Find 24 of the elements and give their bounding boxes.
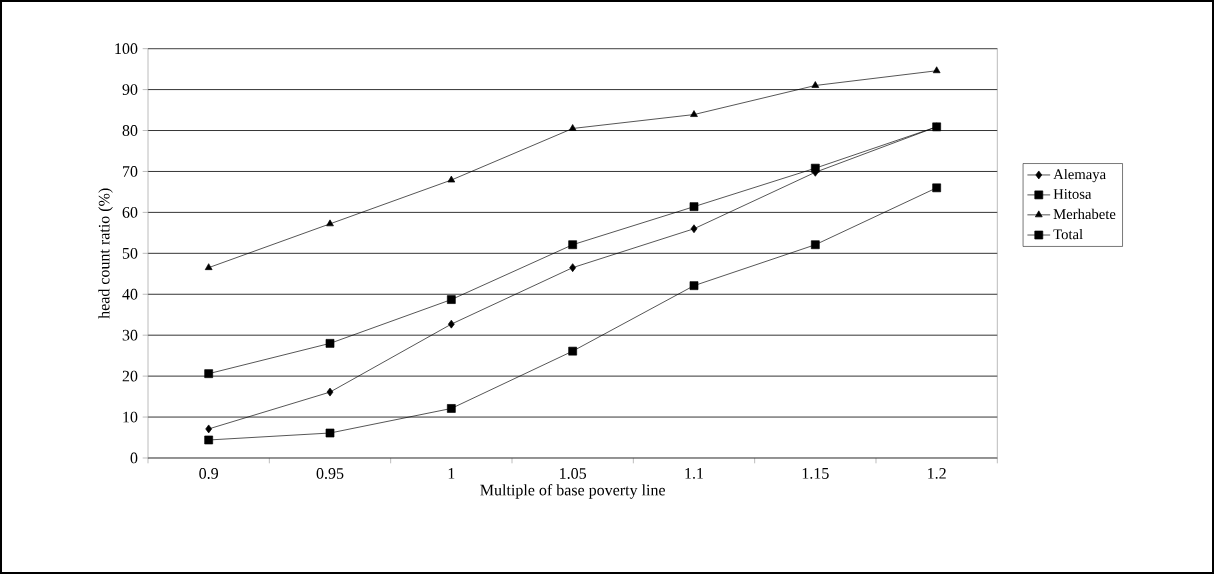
x-tick-label: 1: [448, 468, 455, 479]
y-tick-label: 40: [122, 288, 138, 300]
y-tick-label: 60: [122, 206, 138, 218]
x-tick-label: 1.05: [560, 468, 587, 479]
y-tick-label: 90: [122, 84, 138, 95]
legend-label: Hitosa: [1053, 189, 1092, 199]
y-axis-title: head count ratio (%): [98, 188, 113, 319]
x-tick-label: 1.2: [928, 468, 946, 479]
y-tick-label: 10: [123, 411, 138, 423]
x-axis-title: Multiple of base poverty line: [480, 484, 665, 499]
legend-label: Merhabete: [1053, 208, 1116, 220]
y-tick-label: 80: [122, 125, 138, 136]
x-tick-label: 1.15: [802, 468, 829, 479]
y-tick-label: 70: [123, 166, 138, 177]
y-tick-label: 20: [122, 370, 138, 382]
y-tick-label: 30: [122, 329, 138, 341]
legend-label: Total: [1053, 228, 1083, 240]
y-tick-label: 50: [122, 247, 138, 259]
y-tick-label: 0: [130, 452, 138, 464]
x-tick-label: 1.1: [685, 468, 704, 479]
x-tick-label: 0.95: [316, 468, 344, 479]
y-tick-label: 100: [115, 43, 138, 55]
x-tick-label: 0.9: [199, 468, 219, 479]
legend-label: Alemaya: [1053, 168, 1106, 183]
